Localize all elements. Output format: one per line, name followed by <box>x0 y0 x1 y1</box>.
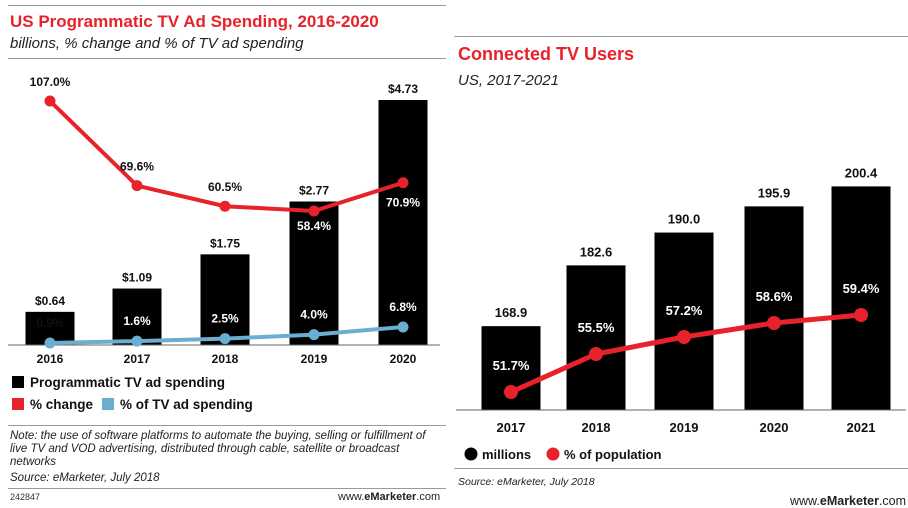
percent-change-label: 60.5% <box>208 180 242 194</box>
brand-url: www.eMarketer.com <box>790 494 907 508</box>
connected-tv-chart: Connected TV Users US, 2017-2021 168.9 18… <box>450 0 908 508</box>
population-share-point <box>767 316 781 330</box>
x-tick-label: 2019 <box>670 420 699 435</box>
tv-share-point <box>397 321 409 333</box>
x-tick-label: 2020 <box>390 352 417 366</box>
tv-share-label: 1.6% <box>123 314 151 328</box>
users-bar <box>654 232 714 410</box>
legend-swatch-millions <box>464 447 478 461</box>
x-tick-label: 2016 <box>37 352 64 366</box>
legend-label-spending: Programmatic TV ad spending <box>30 375 225 390</box>
percent-change-label: 69.6% <box>120 160 154 174</box>
legend-rule <box>454 468 908 469</box>
chart-subtitle: billions, % change and % of TV ad spendi… <box>10 35 304 52</box>
top-rule <box>8 5 446 6</box>
users-bar <box>831 186 891 410</box>
users-bar <box>744 206 804 410</box>
tv-share-point <box>44 337 56 349</box>
tv-share-label: 4.0% <box>300 308 328 322</box>
users-bar-label: 190.0 <box>668 212 701 227</box>
tv-share-point <box>308 329 320 341</box>
legend-label-millions: millions <box>482 447 531 462</box>
chart-plot: $0.64 $1.09 $1.75 $2.77 $4.73 2016 2017 2018 201… <box>8 75 440 412</box>
users-bar-label: 168.9 <box>495 305 528 320</box>
percent-change-point <box>397 177 409 189</box>
population-share-label: 57.2% <box>666 303 703 318</box>
legend-swatch-population <box>546 447 560 461</box>
x-tick-label: 2017 <box>497 420 526 435</box>
programmatic-tv-chart: US Programmatic TV Ad Spending, 2016-202… <box>0 0 446 508</box>
x-tick-label: 2020 <box>760 420 789 435</box>
percent-change-label: 107.0% <box>30 75 71 89</box>
x-tick-label: 2018 <box>212 352 239 366</box>
legend-label-population: % of population <box>564 447 662 462</box>
legend-swatch-change <box>12 398 24 410</box>
spending-bar <box>378 99 428 346</box>
chart-source: Source: eMarketer, July 2018 <box>458 476 595 488</box>
spending-bar <box>200 254 250 345</box>
note-rule <box>8 425 446 426</box>
chart-source: Source: eMarketer, July 2018 <box>10 472 160 484</box>
chart-subtitle: US, 2017-2021 <box>458 72 559 89</box>
percent-change-line <box>48 99 405 213</box>
footer-rule <box>8 488 446 489</box>
spending-bar-label: $4.73 <box>388 82 418 96</box>
population-share-label: 59.4% <box>843 281 880 296</box>
spending-bar-label: $0.64 <box>35 294 65 308</box>
percent-change-point <box>219 200 231 212</box>
population-share-point <box>854 308 868 322</box>
top-rule <box>454 36 908 37</box>
population-share-label: 51.7% <box>493 358 530 373</box>
users-bar-label: 195.9 <box>758 185 791 200</box>
chart-id: 242847 <box>10 492 41 502</box>
percent-change-point <box>131 180 143 192</box>
spending-bar-label: $1.75 <box>210 236 240 250</box>
population-share-point <box>589 347 603 361</box>
x-tick-label: 2017 <box>124 352 151 366</box>
percent-change-point <box>308 205 320 217</box>
percent-change-point <box>44 95 56 107</box>
users-bar-label: 182.6 <box>580 244 613 259</box>
tv-share-label: 6.8% <box>389 300 417 314</box>
spending-bar <box>289 201 339 345</box>
chart-title: US Programmatic TV Ad Spending, 2016-202… <box>10 12 379 31</box>
population-share-point <box>677 330 691 344</box>
spending-bar <box>112 288 162 345</box>
percent-change-label: 58.4% <box>297 219 331 233</box>
chart-plot: 168.9 182.6 190.0 195.9 200.4 2017 2018 2019 202… <box>456 165 906 462</box>
spending-bar-label: $2.77 <box>299 184 329 198</box>
users-bar <box>566 265 626 410</box>
chart-title: Connected TV Users <box>458 44 635 64</box>
tv-share-point <box>131 335 143 347</box>
population-share-label: 58.6% <box>756 289 793 304</box>
legend-swatch-spending <box>12 376 24 388</box>
spending-bar-label: $1.09 <box>122 271 152 285</box>
legend-swatch-tv-share <box>102 398 114 410</box>
brand-url: www.eMarketer.com <box>338 491 441 503</box>
legend-label-change: % change <box>30 397 94 412</box>
population-share-label: 55.5% <box>578 320 615 335</box>
users-bar-label: 200.4 <box>845 165 878 180</box>
tv-share-label: 2.5% <box>211 312 239 326</box>
chart-note: Note: the use of software platforms to a… <box>10 430 426 468</box>
percent-change-label: 70.9% <box>386 196 420 210</box>
legend-label-tv-share: % of TV ad spending <box>120 397 253 412</box>
x-tick-label: 2021 <box>847 420 876 435</box>
x-tick-label: 2018 <box>582 420 611 435</box>
subtitle-rule <box>8 58 446 59</box>
x-tick-label: 2019 <box>301 352 328 366</box>
population-share-point <box>504 385 518 399</box>
tv-share-label: 0.9% <box>36 316 64 330</box>
tv-share-point <box>219 333 231 345</box>
